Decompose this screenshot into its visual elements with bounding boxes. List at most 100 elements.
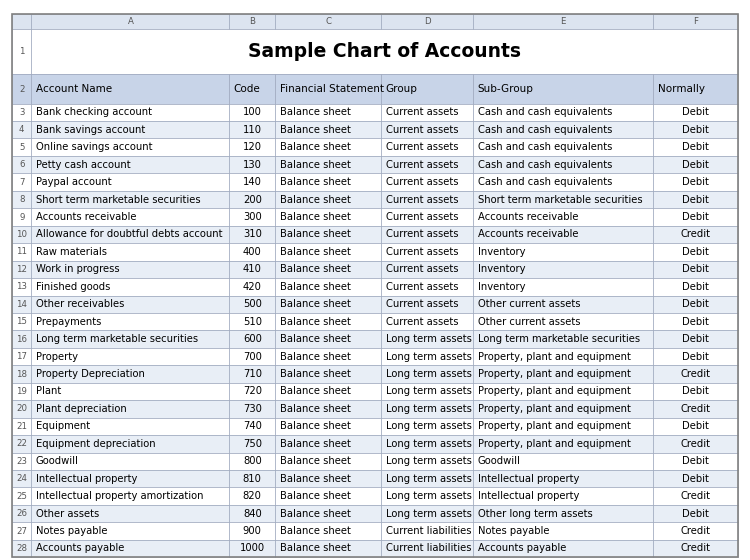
Bar xyxy=(12,365,32,382)
Bar xyxy=(32,418,230,435)
Bar xyxy=(381,191,473,208)
Text: Intellectual property amortization: Intellectual property amortization xyxy=(36,491,203,501)
Bar xyxy=(381,435,473,452)
Bar xyxy=(653,208,738,226)
Bar xyxy=(12,452,32,470)
Bar xyxy=(381,156,473,174)
Bar xyxy=(32,487,230,505)
Text: Long term assets: Long term assets xyxy=(386,369,472,379)
Bar xyxy=(275,313,381,330)
Text: 19: 19 xyxy=(16,387,27,396)
Bar xyxy=(381,14,473,29)
Bar xyxy=(275,226,381,243)
Text: Property, plant and equipment: Property, plant and equipment xyxy=(478,386,631,396)
Text: Long term assets: Long term assets xyxy=(386,491,472,501)
Bar xyxy=(473,74,653,104)
Text: 600: 600 xyxy=(243,334,262,344)
Text: Credit: Credit xyxy=(680,369,710,379)
Bar xyxy=(32,313,230,330)
Bar xyxy=(32,365,230,382)
Bar xyxy=(473,330,653,348)
Bar xyxy=(12,138,32,156)
Text: Current assets: Current assets xyxy=(386,282,458,292)
Text: 9: 9 xyxy=(19,212,25,222)
Text: 27: 27 xyxy=(16,526,27,535)
Bar xyxy=(12,505,32,522)
Bar xyxy=(653,505,738,522)
Bar xyxy=(12,330,32,348)
Text: Current assets: Current assets xyxy=(386,264,458,274)
Bar xyxy=(473,104,653,121)
Bar xyxy=(381,74,473,104)
Bar xyxy=(653,505,738,522)
Bar xyxy=(32,14,230,29)
Bar xyxy=(12,470,32,487)
Text: Accounts payable: Accounts payable xyxy=(36,543,124,553)
Bar xyxy=(275,243,381,260)
Bar xyxy=(275,74,381,104)
Text: Property Depreciation: Property Depreciation xyxy=(36,369,145,379)
Bar xyxy=(473,505,653,522)
Text: Balance sheet: Balance sheet xyxy=(280,108,350,118)
Bar xyxy=(473,348,653,365)
Bar xyxy=(275,540,381,557)
Text: 750: 750 xyxy=(243,439,262,449)
Text: Plant: Plant xyxy=(36,386,62,396)
Text: Long term assets: Long term assets xyxy=(386,386,472,396)
Text: 800: 800 xyxy=(243,456,262,466)
Text: Debit: Debit xyxy=(682,177,709,187)
Text: Balance sheet: Balance sheet xyxy=(280,439,350,449)
Text: Debit: Debit xyxy=(682,264,709,274)
Bar xyxy=(230,348,275,365)
Text: Property, plant and equipment: Property, plant and equipment xyxy=(478,421,631,431)
Text: 420: 420 xyxy=(243,282,262,292)
Bar xyxy=(32,296,230,313)
Bar xyxy=(381,278,473,296)
Bar xyxy=(473,452,653,470)
Bar xyxy=(230,260,275,278)
Bar xyxy=(381,260,473,278)
Bar xyxy=(12,487,32,505)
Bar xyxy=(381,243,473,260)
Bar xyxy=(230,14,275,29)
Text: Current assets: Current assets xyxy=(386,108,458,118)
Bar xyxy=(653,74,738,104)
Bar xyxy=(653,191,738,208)
Bar xyxy=(473,522,653,540)
Text: Balance sheet: Balance sheet xyxy=(280,299,350,309)
Bar xyxy=(653,156,738,174)
Text: Finished goods: Finished goods xyxy=(36,282,110,292)
Bar xyxy=(381,487,473,505)
Bar xyxy=(653,191,738,208)
Bar xyxy=(32,226,230,243)
Bar xyxy=(230,174,275,191)
Bar xyxy=(653,243,738,260)
Bar xyxy=(381,330,473,348)
Bar xyxy=(32,243,230,260)
Bar xyxy=(230,156,275,174)
Bar xyxy=(381,278,473,296)
Text: Intellectual property: Intellectual property xyxy=(478,491,579,501)
Text: Long term assets: Long term assets xyxy=(386,474,472,484)
Bar xyxy=(473,208,653,226)
Text: Cash and cash equivalents: Cash and cash equivalents xyxy=(478,160,612,170)
Bar xyxy=(12,540,32,557)
Text: D: D xyxy=(424,17,430,26)
Bar xyxy=(381,313,473,330)
Text: Short term marketable securities: Short term marketable securities xyxy=(478,194,642,204)
Bar xyxy=(12,74,32,104)
Text: Balance sheet: Balance sheet xyxy=(280,421,350,431)
Bar xyxy=(230,191,275,208)
Text: Intellectual property: Intellectual property xyxy=(36,474,137,484)
Bar xyxy=(381,418,473,435)
Bar xyxy=(275,278,381,296)
Bar xyxy=(230,104,275,121)
Text: Inventory: Inventory xyxy=(478,264,525,274)
Text: Balance sheet: Balance sheet xyxy=(280,491,350,501)
Bar xyxy=(12,191,32,208)
Bar xyxy=(275,348,381,365)
Bar xyxy=(653,452,738,470)
Text: Current liabilities: Current liabilities xyxy=(386,526,471,536)
Bar xyxy=(230,435,275,452)
Bar xyxy=(473,278,653,296)
